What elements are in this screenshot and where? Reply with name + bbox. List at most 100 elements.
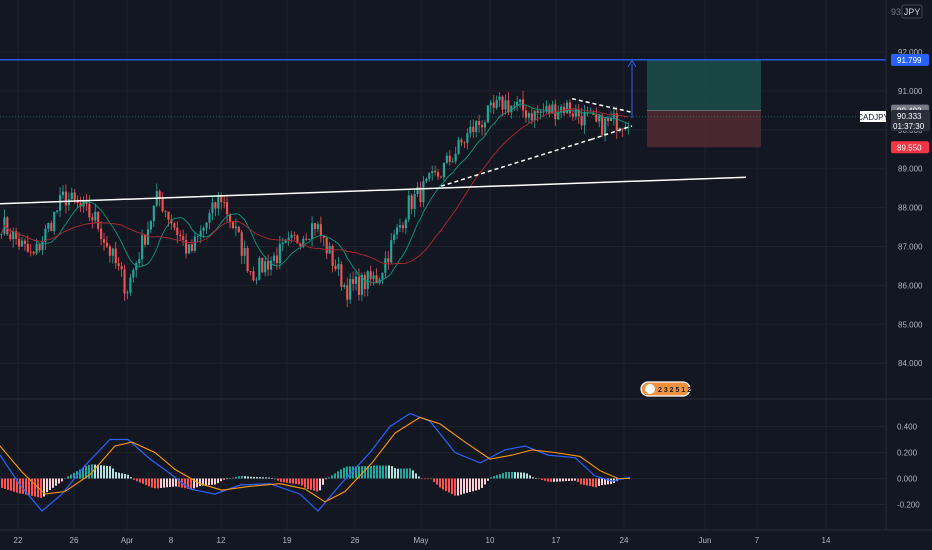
candle-body	[176, 227, 179, 235]
price-label-text: 89.550	[897, 143, 922, 152]
macd-histogram-bar	[544, 478, 546, 481]
candle-body	[621, 128, 624, 129]
macd-histogram-bar	[61, 478, 63, 482]
macd-histogram-bar	[124, 474, 126, 479]
candle-body	[445, 155, 448, 163]
price-pane[interactable]	[0, 0, 886, 530]
candle-body	[243, 247, 246, 256]
price-label-box	[891, 141, 929, 154]
macd-pane[interactable]	[0, 412, 886, 512]
candle-body	[343, 285, 346, 287]
long-position-tool[interactable]	[647, 59, 761, 148]
candle-body	[504, 100, 507, 110]
candle-body	[354, 276, 358, 284]
profit-zone[interactable]	[647, 59, 761, 111]
candle-body	[226, 202, 229, 215]
macd-histogram-bar	[115, 472, 117, 479]
candle-body	[393, 234, 396, 241]
macd-histogram-bar	[49, 478, 51, 491]
support-trendline[interactable]	[0, 176, 747, 205]
macd-histogram-bar	[211, 478, 213, 485]
triangle-dashed-line[interactable]	[571, 97, 633, 114]
macd-histogram-bar	[436, 478, 438, 485]
candle-body	[199, 230, 202, 237]
macd-histogram-bar	[349, 466, 351, 479]
macd-histogram-bar	[382, 465, 384, 479]
time-tick-label: 26	[70, 536, 79, 545]
macd-histogram-bar	[352, 466, 354, 479]
candle-body	[472, 126, 475, 133]
macd-histogram-bar	[223, 478, 225, 480]
candle-body	[264, 261, 267, 273]
macd-histogram-bar	[232, 477, 234, 479]
macd-histogram-bar	[439, 478, 441, 488]
candle-body	[574, 109, 577, 117]
macd-histogram-bar	[94, 464, 96, 479]
time-tick-label: 24	[620, 536, 629, 545]
symbol-tag-countdown: 01:37:30	[893, 122, 925, 131]
chart-drawings[interactable]	[0, 59, 886, 205]
macd-histogram-bar	[253, 476, 255, 479]
candle-body	[401, 225, 404, 229]
macd-histogram-bar	[421, 478, 423, 480]
candle-body	[56, 210, 59, 212]
macd-histogram-bar	[424, 478, 426, 480]
macd-histogram-bar	[604, 478, 606, 485]
macd-histogram-bar	[292, 478, 294, 484]
candle-body	[246, 247, 249, 272]
macd-axis[interactable]: 0.400 0.200 0.000 -0.200	[897, 423, 920, 510]
macd-histogram-bar	[274, 478, 276, 480]
candle-body	[369, 271, 372, 279]
macd-histogram-bar	[298, 478, 300, 485]
loss-zone[interactable]	[647, 110, 761, 148]
watermark-badge-text: 2 3 2 5 1 2	[658, 387, 691, 394]
triangle-dashed-line[interactable]	[440, 138, 592, 187]
macd-histogram-bar	[427, 478, 429, 480]
candle-body	[381, 272, 384, 280]
macd-histogram-bar	[154, 478, 156, 489]
candle-body	[187, 244, 191, 254]
candle-body	[79, 202, 82, 207]
macd-histogram-bar	[562, 478, 564, 482]
candle-body	[167, 211, 170, 220]
time-axis[interactable]: 22 26 Apr 8 12 19 26 May 10 17 24 Jun 7 14	[14, 536, 831, 545]
candle-body	[173, 223, 176, 228]
macd-histogram-bar	[337, 471, 339, 479]
currency-label: JPY	[904, 7, 921, 17]
candle-body	[132, 269, 135, 278]
macd-histogram-bar	[346, 466, 348, 479]
candle-body	[305, 238, 308, 240]
macd-histogram-bar	[406, 468, 408, 479]
time-tick-label: 7	[755, 536, 760, 545]
price-axis-top-fragment: 93	[891, 7, 901, 17]
currency-badge[interactable]: JPY	[901, 4, 923, 19]
macd-histogram-bar	[535, 478, 537, 479]
candle-body	[135, 263, 138, 270]
macd-histogram-bar	[121, 473, 123, 479]
candle-body	[387, 258, 390, 263]
candle-body	[325, 237, 328, 254]
candle-body	[533, 110, 536, 121]
macd-histogram-bar	[172, 478, 174, 487]
candle-body	[108, 246, 111, 256]
time-tick-label: 14	[822, 536, 831, 545]
macd-histogram-bar	[538, 478, 540, 480]
macd-histogram-bar	[295, 478, 297, 485]
candle-body	[182, 236, 185, 240]
macd-histogram-bar	[286, 478, 288, 483]
macd-histogram-bar	[40, 478, 42, 498]
macd-histogram-bar	[103, 465, 105, 479]
macd-histogram-bar	[148, 478, 150, 487]
macd-histogram-bar	[394, 468, 396, 479]
candle-body	[143, 235, 147, 245]
triangle-dashed-line[interactable]	[590, 125, 633, 141]
candle-body	[375, 275, 378, 284]
macd-histogram-bar	[91, 464, 93, 479]
time-tick-label: 19	[283, 536, 292, 545]
macd-histogram-bar	[127, 474, 129, 479]
candle-body	[190, 244, 193, 251]
candle-body	[152, 205, 155, 222]
candle-body	[609, 117, 613, 122]
candle-body	[237, 226, 240, 233]
